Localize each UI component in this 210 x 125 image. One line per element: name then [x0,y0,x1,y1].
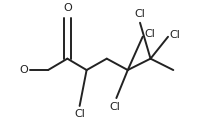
Text: Cl: Cl [74,109,85,119]
Text: Cl: Cl [144,29,155,39]
Text: Cl: Cl [170,30,181,40]
Text: Cl: Cl [135,9,146,19]
Text: O: O [63,3,72,13]
Text: O: O [19,65,28,75]
Text: Cl: Cl [109,102,120,112]
